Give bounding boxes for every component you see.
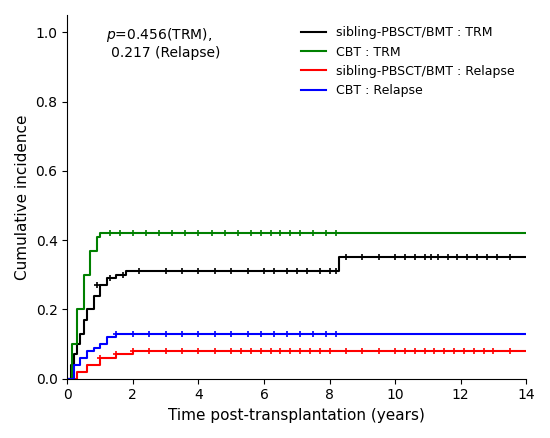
Line: sibling-PBSCT/BMT : Relapse: sibling-PBSCT/BMT : Relapse	[67, 351, 526, 379]
CBT : Relapse: (0.8, 0.09): Relapse: (0.8, 0.09)	[90, 345, 97, 350]
sibling-PBSCT/BMT : TRM: (0.4, 0.13): TRM: (0.4, 0.13)	[77, 331, 84, 336]
sibling-PBSCT/BMT : Relapse: (1, 0.06): Relapse: (1, 0.06)	[97, 355, 103, 360]
sibling-PBSCT/BMT : TRM: (14, 0.35): TRM: (14, 0.35)	[523, 255, 530, 260]
Y-axis label: Cumulative incidence: Cumulative incidence	[15, 114, 30, 279]
sibling-PBSCT/BMT : TRM: (2, 0.31): TRM: (2, 0.31)	[130, 268, 136, 274]
CBT : TRM: (0.9, 0.41): TRM: (0.9, 0.41)	[94, 234, 100, 239]
sibling-PBSCT/BMT : Relapse: (0, 0): Relapse: (0, 0)	[64, 376, 70, 381]
CBT : TRM: (0, 0): TRM: (0, 0)	[64, 376, 70, 381]
CBT : TRM: (14, 0.42): TRM: (14, 0.42)	[523, 230, 530, 236]
CBT : TRM: (0.15, 0.1): TRM: (0.15, 0.1)	[69, 342, 75, 347]
sibling-PBSCT/BMT : Relapse: (0.6, 0.04): Relapse: (0.6, 0.04)	[84, 362, 90, 367]
sibling-PBSCT/BMT : TRM: (0.3, 0.1): TRM: (0.3, 0.1)	[74, 342, 80, 347]
sibling-PBSCT/BMT : TRM: (1.2, 0.29): TRM: (1.2, 0.29)	[103, 276, 110, 281]
CBT : Relapse: (14, 0.13): Relapse: (14, 0.13)	[523, 331, 530, 336]
sibling-PBSCT/BMT : Relapse: (0.3, 0.02): Relapse: (0.3, 0.02)	[74, 369, 80, 374]
sibling-PBSCT/BMT : TRM: (3, 0.31): TRM: (3, 0.31)	[162, 268, 169, 274]
sibling-PBSCT/BMT : Relapse: (2.5, 0.08): Relapse: (2.5, 0.08)	[146, 348, 152, 353]
Text: $p$=0.456(TRM),
   0.217 (Relapse): $p$=0.456(TRM), 0.217 (Relapse)	[98, 26, 220, 60]
sibling-PBSCT/BMT : TRM: (2.5, 0.31): TRM: (2.5, 0.31)	[146, 268, 152, 274]
CBT : Relapse: (1.5, 0.13): Relapse: (1.5, 0.13)	[113, 331, 120, 336]
CBT : Relapse: (0.6, 0.08): Relapse: (0.6, 0.08)	[84, 348, 90, 353]
sibling-PBSCT/BMT : TRM: (0.5, 0.17): TRM: (0.5, 0.17)	[80, 317, 87, 322]
sibling-PBSCT/BMT : TRM: (0.6, 0.2): TRM: (0.6, 0.2)	[84, 307, 90, 312]
sibling-PBSCT/BMT : TRM: (8.3, 0.35): TRM: (8.3, 0.35)	[336, 255, 343, 260]
Legend: sibling-PBSCT/BMT : TRM, CBT : TRM, sibling-PBSCT/BMT : Relapse, CBT : Relapse: sibling-PBSCT/BMT : TRM, CBT : TRM, sibl…	[296, 21, 520, 102]
CBT : Relapse: (0.2, 0.04): Relapse: (0.2, 0.04)	[70, 362, 77, 367]
CBT : TRM: (0.3, 0.2): TRM: (0.3, 0.2)	[74, 307, 80, 312]
CBT : Relapse: (0, 0): Relapse: (0, 0)	[64, 376, 70, 381]
CBT : Relapse: (2, 0.13): Relapse: (2, 0.13)	[130, 331, 136, 336]
CBT : TRM: (0.5, 0.3): TRM: (0.5, 0.3)	[80, 272, 87, 277]
sibling-PBSCT/BMT : TRM: (0, 0): TRM: (0, 0)	[64, 376, 70, 381]
CBT : Relapse: (0.4, 0.06): Relapse: (0.4, 0.06)	[77, 355, 84, 360]
sibling-PBSCT/BMT : TRM: (1.5, 0.3): TRM: (1.5, 0.3)	[113, 272, 120, 277]
Line: CBT : Relapse: CBT : Relapse	[67, 334, 526, 379]
CBT : TRM: (1, 0.42): TRM: (1, 0.42)	[97, 230, 103, 236]
sibling-PBSCT/BMT : TRM: (0.8, 0.24): TRM: (0.8, 0.24)	[90, 293, 97, 298]
sibling-PBSCT/BMT : Relapse: (1.5, 0.07): Relapse: (1.5, 0.07)	[113, 352, 120, 357]
Line: CBT : TRM: CBT : TRM	[67, 233, 526, 379]
sibling-PBSCT/BMT : Relapse: (14, 0.08): Relapse: (14, 0.08)	[523, 348, 530, 353]
sibling-PBSCT/BMT : TRM: (0.1, 0.04): TRM: (0.1, 0.04)	[67, 362, 74, 367]
sibling-PBSCT/BMT : TRM: (1, 0.27): TRM: (1, 0.27)	[97, 283, 103, 288]
CBT : Relapse: (1, 0.1): Relapse: (1, 0.1)	[97, 342, 103, 347]
CBT : TRM: (0.7, 0.37): TRM: (0.7, 0.37)	[87, 248, 94, 253]
sibling-PBSCT/BMT : TRM: (1.8, 0.31): TRM: (1.8, 0.31)	[123, 268, 130, 274]
CBT : TRM: (1.2, 0.42): TRM: (1.2, 0.42)	[103, 230, 110, 236]
X-axis label: Time post-transplantation (years): Time post-transplantation (years)	[168, 408, 425, 423]
sibling-PBSCT/BMT : Relapse: (2, 0.08): Relapse: (2, 0.08)	[130, 348, 136, 353]
Line: sibling-PBSCT/BMT : TRM: sibling-PBSCT/BMT : TRM	[67, 258, 526, 379]
sibling-PBSCT/BMT : TRM: (0.2, 0.07): TRM: (0.2, 0.07)	[70, 352, 77, 357]
CBT : Relapse: (1.2, 0.12): Relapse: (1.2, 0.12)	[103, 335, 110, 340]
